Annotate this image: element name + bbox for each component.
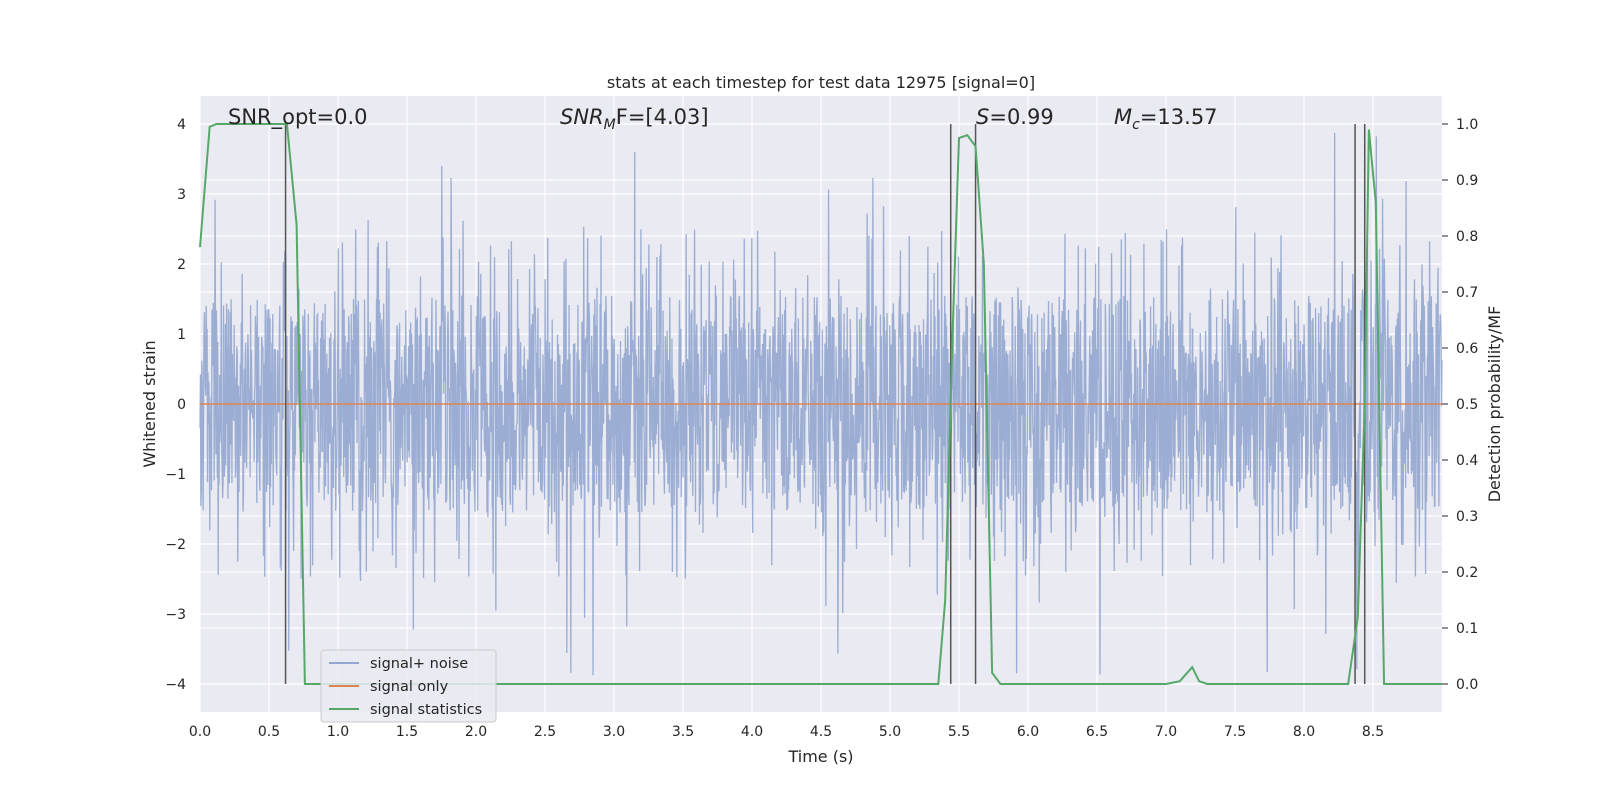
x-tick-label: 7.0 bbox=[1155, 724, 1177, 740]
snr-mf-subscript: M bbox=[604, 117, 616, 133]
x-tick-label: 5.0 bbox=[879, 724, 901, 740]
legend-label-signal: signal only bbox=[370, 679, 449, 695]
s-value: =0.99 bbox=[989, 105, 1053, 129]
x-tick-label: 2.5 bbox=[534, 724, 556, 740]
y-tick-label: 0 bbox=[177, 397, 186, 413]
s-prefix: S bbox=[976, 105, 989, 129]
x-tick-label: 3.0 bbox=[603, 724, 625, 740]
x-tick-label: 1.0 bbox=[327, 724, 349, 740]
y-tick-label: −2 bbox=[165, 537, 186, 553]
y-right-tick-label: 0.5 bbox=[1456, 397, 1478, 413]
legend-label-statistics: signal statistics bbox=[370, 702, 482, 718]
noise-line bbox=[199, 132, 1443, 676]
x-tick-label: 8.5 bbox=[1362, 724, 1384, 740]
y-right-tick-label: 0.3 bbox=[1456, 509, 1478, 525]
y-tick-label: −1 bbox=[165, 467, 186, 483]
x-tick-label: 0.0 bbox=[189, 724, 211, 740]
y-right-tick-label: 0.4 bbox=[1456, 453, 1478, 469]
y-axis-right-label: Detection probability/MF bbox=[1485, 306, 1504, 503]
y-axis-label: Whitened strain bbox=[140, 340, 159, 467]
x-tick-label: 3.5 bbox=[672, 724, 694, 740]
mc-prefix: M bbox=[1114, 105, 1132, 129]
y-right-tick-label: 0.1 bbox=[1456, 621, 1478, 637]
noise-series bbox=[199, 132, 1443, 676]
x-tick-label: 6.0 bbox=[1017, 724, 1039, 740]
y-tick-label: −3 bbox=[165, 607, 186, 623]
snr-mf-annotation: SNRMF=[4.03] bbox=[560, 105, 709, 133]
y-right-tick-label: 0.8 bbox=[1456, 229, 1478, 245]
x-tick-label: 5.5 bbox=[948, 724, 970, 740]
y-right-tick-label: 0.9 bbox=[1456, 173, 1478, 189]
x-tick-label: 4.5 bbox=[810, 724, 832, 740]
snr-mf-prefix: SNR bbox=[560, 105, 604, 129]
y-right-tick-label: 0.6 bbox=[1456, 341, 1478, 357]
snr-mf-value: F=[4.03] bbox=[616, 105, 709, 129]
mc-annotation: Mc=13.57 bbox=[1114, 105, 1218, 133]
legend-label-noise: signal+ noise bbox=[370, 656, 468, 672]
x-tick-label: 1.5 bbox=[396, 724, 418, 740]
snr-opt-annotation: SNR_opt=0.0 bbox=[228, 105, 368, 130]
y-right-tick-label: 1.0 bbox=[1456, 117, 1478, 133]
mc-value: =13.57 bbox=[1140, 105, 1218, 129]
x-tick-label: 0.5 bbox=[258, 724, 280, 740]
x-axis-label: Time (s) bbox=[787, 747, 853, 766]
y-tick-label: 3 bbox=[177, 187, 186, 203]
x-tick-label: 8.0 bbox=[1293, 724, 1315, 740]
mc-subscript: c bbox=[1132, 117, 1140, 133]
s-annotation: S=0.99 bbox=[976, 105, 1054, 129]
y-tick-label: −4 bbox=[165, 677, 186, 693]
signal-statistics-line bbox=[199, 123, 1442, 685]
x-tick-label: 7.5 bbox=[1224, 724, 1246, 740]
x-tick-label: 6.5 bbox=[1086, 724, 1108, 740]
y-right-tick-label: 0.2 bbox=[1456, 565, 1478, 581]
legend-box bbox=[320, 649, 497, 723]
y-tick-label: 4 bbox=[177, 117, 186, 133]
signal-statistics-series bbox=[199, 123, 1442, 685]
y-right-tick-label: 0.7 bbox=[1456, 285, 1478, 301]
chart-title: stats at each timestep for test data 129… bbox=[607, 73, 1035, 92]
x-tick-label: 2.0 bbox=[465, 724, 487, 740]
y-tick-label: 1 bbox=[177, 327, 186, 343]
y-tick-label: 2 bbox=[177, 257, 186, 273]
legend: signal+ noise signal only signal statist… bbox=[320, 649, 497, 723]
tick-labels: 0.0 0.5 1.0 1.5 2.0 2.5 3.0 3.5 4.0 4.5 5.0 5.5 6.0 6… bbox=[165, 117, 1478, 740]
y-right-tick-label: 0.0 bbox=[1456, 677, 1478, 693]
x-tick-label: 4.0 bbox=[741, 724, 763, 740]
